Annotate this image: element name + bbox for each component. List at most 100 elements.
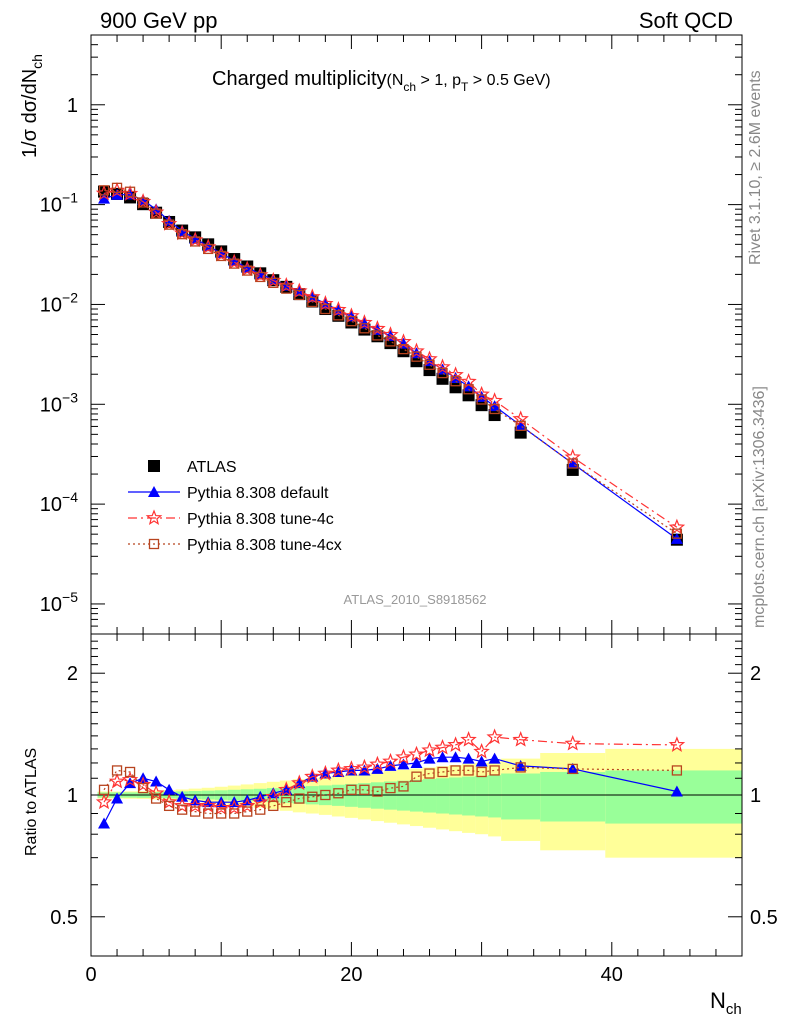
x-tick-label: 0	[85, 964, 96, 986]
x-tick-label: 20	[340, 964, 362, 986]
legend-label-atlas: ATLAS	[187, 459, 237, 476]
pythia-8-308-tune-4cx-ratio-point	[515, 762, 526, 773]
legend-marker-atlas	[148, 460, 160, 472]
pythia-8-308-tune-4cx-point	[98, 185, 110, 196]
inner-band-segment	[488, 775, 502, 818]
pythia-8-308-tune-4c-point	[382, 326, 399, 342]
pythia-8-308-tune-4cx-point	[372, 330, 383, 341]
pythia-8-308-tune-4c-ratio-point	[265, 788, 282, 804]
pythia-8-308-tune-4c-ratio-point	[512, 731, 529, 747]
pythia-8-308-tune-4cx-ratio-point	[411, 771, 422, 782]
pythia-8-308-default-ratio-point	[345, 764, 358, 776]
pythia-8-308-default-ratio-point	[475, 755, 488, 767]
legend-label-pythia-8-308-default: Pythia 8.308 default	[187, 485, 329, 502]
main-y-tick-label: 10−4	[40, 489, 78, 516]
pythia-8-308-default-ratio-point	[449, 751, 462, 763]
pythia-8-308-tune-4cx-point	[489, 403, 500, 415]
inner-band-segment	[436, 778, 450, 814]
inner-band-segment	[423, 779, 437, 813]
atlas-point	[488, 409, 501, 422]
pythia-8-308-tune-4c-point	[369, 320, 386, 336]
pythia-8-308-tune-4cx-ratio-point	[137, 782, 149, 794]
inner-band-segment	[449, 777, 463, 815]
pythia-8-308-tune-4c-ratio-point	[356, 758, 373, 775]
pythia-8-308-tune-4c-ratio-point	[173, 797, 191, 813]
pythia-8-308-tune-4cx-line	[103, 187, 678, 535]
pythia-8-308-tune-4c-ratio-point	[95, 793, 113, 810]
pythia-8-308-tune-4cx-ratio-point	[190, 806, 201, 817]
pythia-8-308-tune-4cx-ratio-point	[307, 791, 318, 802]
pythia-8-308-tune-4cx-point	[671, 528, 683, 539]
pythia-8-308-default-ratio-point	[670, 785, 683, 797]
pythia-8-308-tune-4cx-ratio-point	[385, 782, 396, 794]
pythia-8-308-default-ratio-point	[436, 751, 449, 763]
pythia-8-308-tune-4c-ratio-point	[434, 738, 451, 755]
pythia-8-308-default-ratio-point	[176, 790, 189, 802]
pythia-8-308-tune-4c-ratio-point	[473, 742, 490, 759]
pythia-8-308-tune-4cx-point	[437, 367, 448, 379]
pythia-8-308-tune-4cx-point	[359, 323, 370, 334]
pythia-8-308-tune-4cx-ratio-point	[268, 800, 279, 812]
pythia-8-308-tune-4cx-ratio-point	[229, 808, 240, 819]
pythia-8-308-tune-4c-point	[564, 448, 581, 465]
main-panel-series	[95, 181, 686, 546]
pythia-8-308-tune-4cx-point	[476, 394, 487, 405]
pythia-8-308-tune-4cx-ratio-point	[176, 804, 188, 815]
pythia-8-308-default-point	[462, 380, 475, 392]
atlas-point	[462, 389, 475, 402]
pythia-8-308-tune-4cx-point	[463, 384, 474, 395]
pythia-8-308-tune-4cx-point	[424, 359, 435, 370]
pythia-8-308-tune-4cx-ratio-point	[450, 765, 461, 776]
inner-band-segment	[605, 770, 742, 824]
legend-label-pythia-8-308-tune-4cx: Pythia 8.308 tune-4cx	[187, 537, 342, 554]
pythia-8-308-tune-4c-point	[330, 301, 347, 317]
pythia-8-308-tune-4cx-point	[190, 236, 201, 247]
pythia-8-308-tune-4cx-ratio-point	[111, 765, 123, 776]
rivet-label: Rivet 3.1.10, ≥ 2.6M events	[747, 70, 764, 265]
pythia-8-308-tune-4cx-ratio-point	[98, 784, 110, 795]
tick-marks	[90, 34, 743, 957]
pythia-8-308-default-ratio-point	[488, 752, 501, 764]
pythia-8-308-tune-4c-ratio-point	[121, 771, 139, 787]
pythia-8-308-default-point	[397, 337, 410, 349]
pythia-8-308-tune-4c-point	[291, 282, 308, 299]
pythia-8-308-tune-4c-ratio-point	[277, 781, 295, 797]
pythia-8-308-tune-4c-ratio-point	[186, 797, 204, 813]
pythia-8-308-tune-4cx-ratio-point	[255, 804, 266, 815]
pythia-8-308-tune-4c-line	[103, 189, 678, 528]
pythia-8-308-tune-4c-ratio-point	[304, 768, 321, 784]
pythia-8-308-tune-4c-point	[434, 358, 451, 375]
pythia-8-308-default-ratio-point	[423, 752, 436, 764]
pythia-8-308-tune-4c-point	[304, 288, 321, 305]
pythia-8-308-tune-4cx-ratio-point	[124, 766, 136, 778]
pythia-8-308-tune-4c-point	[486, 392, 503, 408]
pythia-8-308-tune-4c-ratio-point	[408, 745, 425, 762]
pythia-8-308-tune-4c-point	[421, 350, 438, 367]
main-y-tick-label: 1	[67, 95, 78, 117]
pythia-8-308-tune-4cx-ratio-point	[398, 781, 409, 792]
analysis-watermark: ATLAS_2010_S8918562	[344, 592, 487, 607]
ratio-y-tick-label-right: 2	[750, 663, 761, 685]
pythia-8-308-tune-4c-point	[356, 314, 373, 330]
pythia-8-308-tune-4cx-point	[203, 243, 214, 255]
pythia-8-308-tune-4c-ratio-point	[486, 728, 503, 745]
pythia-8-308-default-ratio-point	[98, 817, 111, 829]
ratio-y-tick-label: 1	[67, 785, 78, 807]
pythia-8-308-tune-4cx-point	[333, 310, 344, 321]
pythia-8-308-tune-4cx-ratio-point	[150, 793, 162, 804]
pythia-8-308-tune-4cx-ratio-point	[294, 793, 305, 804]
header-left: 900 GeV pp	[100, 8, 217, 33]
pythia-8-308-tune-4cx-point	[229, 258, 240, 269]
pythia-8-308-tune-4cx-ratio-point	[437, 766, 448, 778]
pythia-8-308-default-ratio-point	[462, 752, 475, 764]
pythia-8-308-tune-4cx-ratio-line	[103, 766, 677, 815]
pythia-8-308-tune-4c-point	[317, 295, 334, 311]
pythia-8-308-tune-4cx-ratio-point	[372, 786, 383, 797]
pythia-8-308-tune-4c-ratio-point	[382, 752, 399, 769]
pythia-8-308-tune-4cx-point	[411, 351, 422, 362]
pythia-8-308-tune-4cx-ratio-point	[567, 763, 578, 775]
atlas-point	[423, 364, 436, 377]
inner-band-segment	[475, 775, 489, 817]
inner-band-segment	[409, 779, 424, 812]
pythia-8-308-tune-4c-ratio-point	[447, 736, 464, 752]
